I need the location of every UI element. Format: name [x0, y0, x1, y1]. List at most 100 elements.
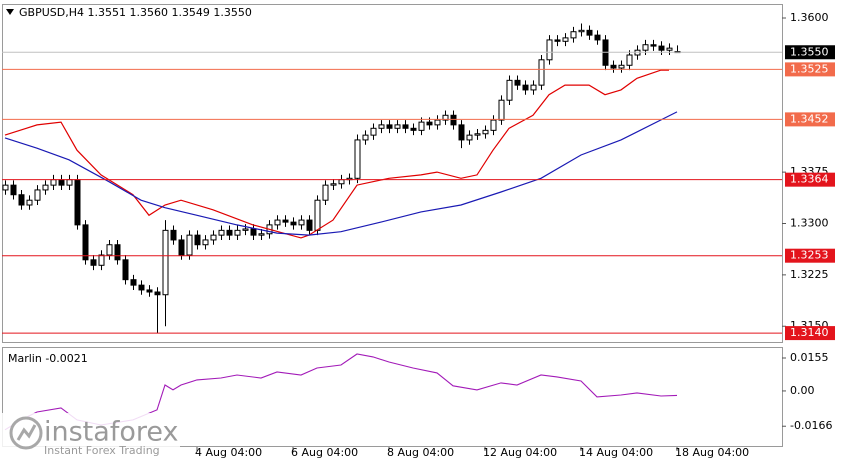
candle-body	[162, 229, 169, 296]
candle-body	[474, 133, 481, 136]
candle-body	[322, 184, 329, 201]
candle-body	[82, 224, 89, 261]
candle-body	[338, 179, 345, 185]
candle-body	[578, 29, 585, 33]
x-tick-label: 8 Aug 04:00	[387, 446, 454, 459]
x-tick-label: 6 Aug 04:00	[291, 446, 358, 459]
moving-average	[4, 69, 669, 239]
candle-body	[210, 234, 217, 241]
candle-body	[626, 54, 633, 66]
candle-body	[514, 79, 521, 86]
candle-body	[530, 84, 537, 91]
indicator-title: Marlin -0.0021	[8, 352, 88, 365]
candle-body	[458, 124, 465, 141]
candle-body	[66, 179, 73, 186]
candle-body	[10, 184, 17, 196]
watermark-tagline: Instant Forex Trading	[44, 444, 160, 457]
moving-average	[4, 111, 678, 236]
candle-body	[426, 121, 433, 126]
y-tick-label: 1.3300	[790, 217, 829, 230]
candle-body	[298, 219, 305, 226]
x-tick-label: 18 Aug 04:00	[675, 446, 749, 459]
candle-body	[330, 183, 337, 186]
candle-body	[610, 64, 617, 69]
candle-body	[618, 64, 625, 69]
candle-body	[106, 244, 113, 256]
level-label: 1.3452	[790, 112, 829, 125]
candle-body	[34, 189, 41, 201]
level-label: 1.3140	[790, 326, 829, 339]
candle-body	[194, 234, 201, 246]
candle-body	[242, 228, 249, 231]
chart-title: GBPUSD,H4 1.3551 1.3560 1.3549 1.3550	[19, 6, 252, 19]
price-label-box	[785, 45, 835, 60]
candle-body	[418, 121, 425, 131]
candle-body	[42, 184, 49, 191]
candle-body	[522, 84, 529, 91]
candle-body	[594, 34, 601, 41]
candle-body	[466, 134, 473, 141]
logo-ring	[9, 416, 43, 450]
candle-body	[178, 239, 185, 256]
candle-body	[658, 45, 665, 51]
watermark-brand: instaforex	[44, 417, 178, 448]
price-label: 1.3550	[790, 45, 829, 58]
candle-body	[362, 134, 369, 141]
candle-body	[314, 199, 321, 231]
candle-body	[114, 244, 121, 261]
candle-body	[490, 119, 497, 131]
watermark: instaforex Instant Forex Trading	[2, 413, 180, 458]
candle-body	[170, 229, 177, 241]
candle-body	[410, 127, 417, 131]
candle-body	[442, 114, 449, 121]
candle-body	[498, 99, 505, 121]
indicator-panel	[2, 347, 783, 447]
candle-body	[546, 39, 553, 61]
candle-body	[434, 119, 441, 126]
level-label-box	[785, 62, 835, 77]
candle-body	[130, 279, 137, 286]
candle-body	[378, 124, 385, 129]
candle-body	[274, 219, 281, 226]
y-tick-label: -0.0166	[790, 419, 832, 432]
candle-body	[290, 221, 297, 226]
y-tick-label: 0.00	[790, 384, 815, 397]
main-panel	[2, 4, 783, 343]
candle-body	[394, 124, 401, 129]
candle-body	[2, 184, 9, 191]
plot-layer	[2, 23, 782, 431]
candle-body	[562, 37, 569, 42]
y-tick-label: 1.3225	[790, 268, 829, 281]
candle-body	[122, 259, 129, 281]
candle-body	[554, 39, 561, 42]
x-tick-label: 4 Aug 04:00	[195, 446, 262, 459]
candle-body	[218, 229, 225, 236]
candle-body	[650, 44, 657, 47]
level-label-box	[785, 172, 835, 187]
level-label: 1.3525	[790, 62, 829, 75]
y-tick-label: 1.3600	[790, 11, 829, 24]
candle-body	[586, 29, 593, 36]
candle-body	[250, 228, 257, 236]
candle-body	[202, 239, 209, 246]
level-label: 1.3364	[790, 173, 829, 186]
candle-body	[50, 179, 57, 186]
candle-body	[234, 229, 241, 236]
candle-body	[370, 127, 377, 136]
candle-body	[538, 59, 545, 86]
candle-body	[354, 139, 361, 179]
candle-body	[450, 114, 457, 126]
candle-body	[258, 233, 265, 236]
candle-body	[666, 47, 673, 51]
candle-body	[146, 289, 153, 293]
candle-body	[154, 291, 161, 296]
candle-body	[186, 234, 193, 256]
menu-arrow	[6, 9, 14, 15]
candle-body	[90, 259, 97, 266]
candle-body	[18, 194, 25, 206]
level-label-box	[785, 112, 835, 127]
